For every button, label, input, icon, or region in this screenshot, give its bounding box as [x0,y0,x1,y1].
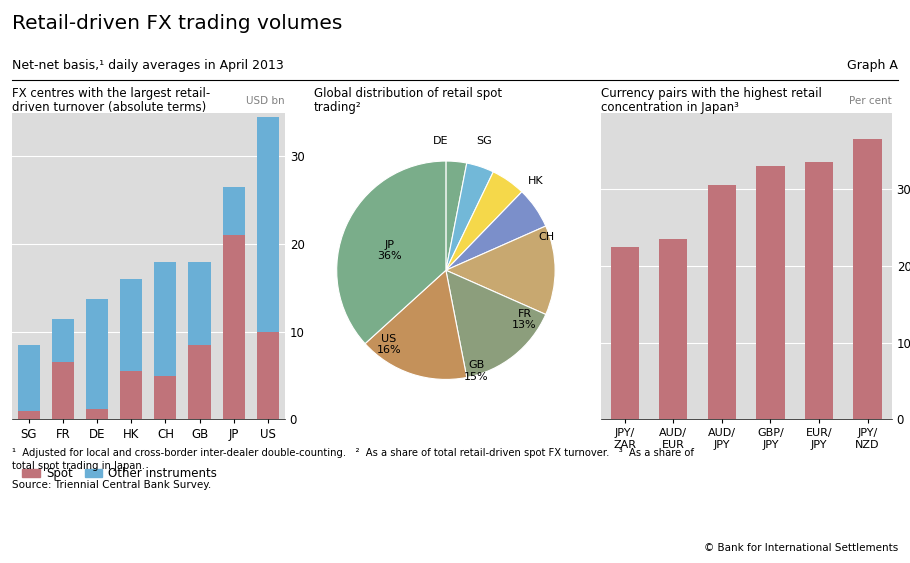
Bar [223,235,245,419]
Bar [257,332,278,419]
Wedge shape [365,270,467,379]
Text: trading²: trading² [314,101,361,114]
Bar [854,140,882,419]
Text: Per cent: Per cent [849,96,892,106]
Wedge shape [446,172,521,270]
Text: © Bank for International Settlements: © Bank for International Settlements [704,543,898,553]
Text: Retail-driven FX trading volumes: Retail-driven FX trading volumes [12,14,342,33]
Text: SG: SG [476,136,492,146]
Bar [805,163,833,419]
Text: Source: Triennial Central Bank Survey.: Source: Triennial Central Bank Survey. [12,480,211,490]
Text: Global distribution of retail spot: Global distribution of retail spot [314,87,502,100]
Text: JP
36%: JP 36% [377,240,401,261]
Bar [188,262,210,345]
Wedge shape [446,270,546,377]
Bar [223,187,245,235]
Text: ¹  Adjusted for local and cross-border inter-dealer double-counting.   ²  As a s: ¹ Adjusted for local and cross-border in… [12,448,693,458]
Text: FR
13%: FR 13% [512,309,537,330]
Text: FX centres with the largest retail-: FX centres with the largest retail- [12,87,210,100]
Bar [52,319,74,363]
Bar [52,363,74,419]
Bar [188,345,210,419]
Text: total spot trading in Japan.: total spot trading in Japan. [12,461,145,471]
Wedge shape [337,161,446,343]
Text: DE: DE [432,136,449,146]
Bar [155,262,177,376]
Text: GB
15%: GB 15% [464,360,489,382]
Bar [257,117,278,332]
Text: Currency pairs with the highest retail: Currency pairs with the highest retail [601,87,822,100]
Bar [756,166,784,419]
Text: Graph A: Graph A [847,59,898,72]
Text: HK: HK [528,176,543,186]
Wedge shape [446,226,555,315]
Wedge shape [446,192,546,270]
Bar [155,376,177,419]
Bar [120,371,142,419]
Text: CH: CH [539,233,554,243]
Bar [18,345,40,410]
Wedge shape [446,161,467,270]
Bar [660,239,687,419]
Bar [611,247,639,419]
Legend: Spot, Other instruments: Spot, Other instruments [17,462,222,485]
Text: US
16%: US 16% [377,334,401,355]
Bar [86,300,108,409]
Text: concentration in Japan³: concentration in Japan³ [601,101,739,114]
Bar [18,410,40,419]
Text: driven turnover (absolute terms): driven turnover (absolute terms) [12,101,206,114]
Bar [86,409,108,419]
Wedge shape [446,163,493,270]
Text: USD bn: USD bn [247,96,285,106]
Bar [120,279,142,371]
Bar [708,185,736,419]
Text: Net-net basis,¹ daily averages in April 2013: Net-net basis,¹ daily averages in April … [12,59,284,72]
